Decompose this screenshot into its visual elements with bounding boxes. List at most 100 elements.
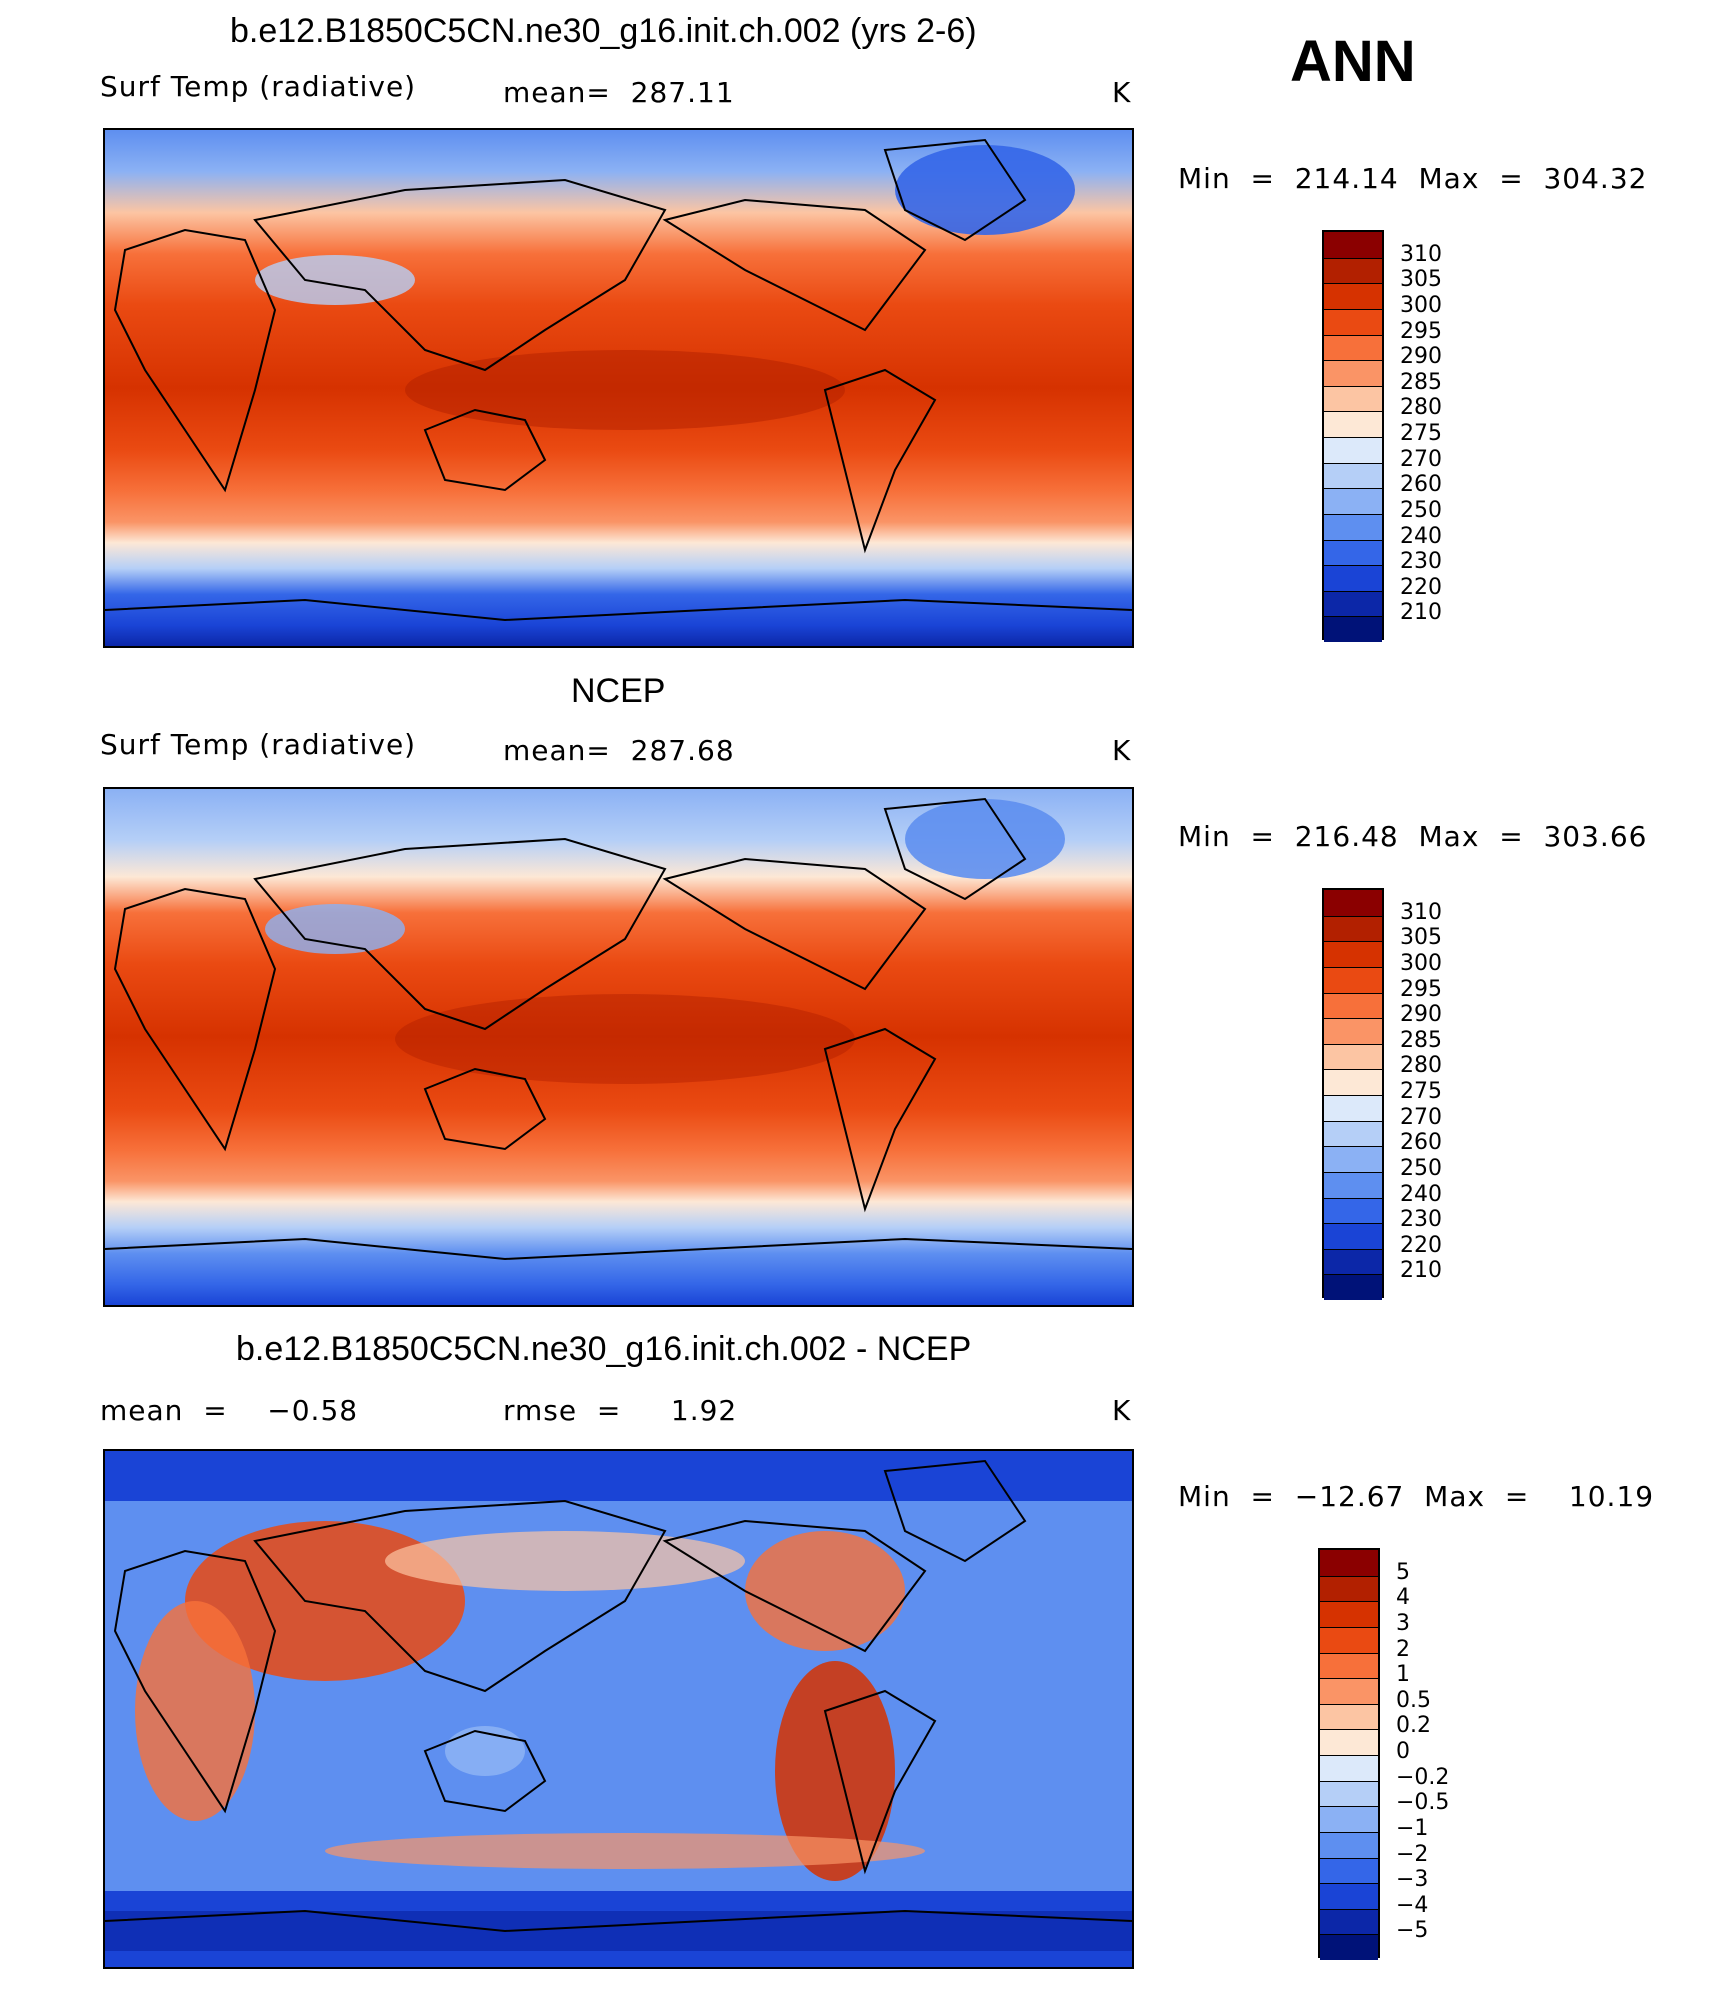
colorbar-tick-label: 250	[1400, 1155, 1442, 1181]
colorbar-cell	[1320, 1678, 1378, 1704]
panel-1-map	[103, 128, 1134, 648]
colorbar-tick-label: −4	[1396, 1892, 1429, 1918]
colorbar-cell	[1324, 283, 1382, 309]
panel-3-field	[105, 1451, 1132, 1967]
colorbar-tick-label: 240	[1400, 1181, 1442, 1207]
colorbar-tick-label: 5	[1396, 1559, 1410, 1585]
colorbar-tick-label: 210	[1400, 600, 1442, 626]
panel-2-mean-label: mean= 287.68	[503, 734, 735, 767]
colorbar-tick-label: 270	[1400, 446, 1442, 472]
season-label: ANN	[1290, 29, 1416, 94]
colorbar-cell	[1320, 1780, 1378, 1807]
colorbar-tick-label: 310	[1400, 899, 1442, 925]
colorbar-tick-label: 230	[1400, 549, 1442, 575]
colorbar-cell	[1324, 1274, 1382, 1300]
colorbar-tick-label: 4	[1396, 1585, 1410, 1611]
colorbar-cell	[1324, 1095, 1382, 1121]
panel-2-title: NCEP	[571, 672, 666, 710]
colorbar-cell	[1324, 1018, 1382, 1044]
colorbar-tick-label: 305	[1400, 925, 1442, 951]
panel-3-mean-label: mean = −0.58	[100, 1394, 359, 1427]
colorbar-cell	[1324, 616, 1382, 642]
colorbar-cell	[1320, 1883, 1378, 1909]
colorbar-tick-label: 240	[1400, 523, 1442, 549]
colorbar-cell	[1320, 1550, 1378, 1576]
colorbar-tick-label: 1	[1396, 1662, 1410, 1688]
panel-3-colorbar-box	[1318, 1548, 1380, 1960]
panel-1-colorbar: 310 305 300 295 290 285 280 275 270 260 250 240 230 2…	[1322, 230, 1522, 642]
panel-3-minmax: Min = −12.67 Max = 10.19	[1178, 1480, 1655, 1513]
colorbar-cell	[1320, 1601, 1378, 1627]
colorbar-cell	[1324, 1043, 1382, 1070]
colorbar-tick-label: 285	[1400, 1027, 1442, 1053]
panel-1-units: K	[1112, 76, 1132, 109]
panel-3-colorbar: 5 4 3 2 1 0.5 0.2 0 −0.2 −0.5 −1 −2 −3 −4 −5	[1318, 1548, 1518, 1960]
panel-2-units: K	[1112, 734, 1132, 767]
panel-3-map	[103, 1449, 1134, 1969]
panel-1-title: b.e12.B1850C5CN.ne30_g16.init.ch.002 (yr…	[230, 12, 977, 50]
colorbar-cell	[1324, 513, 1382, 540]
colorbar-cell	[1324, 565, 1382, 591]
colorbar-tick-label: 220	[1400, 1232, 1442, 1258]
colorbar-cell	[1320, 1831, 1378, 1858]
colorbar-tick-label: 230	[1400, 1207, 1442, 1233]
colorbar-cell	[1324, 1223, 1382, 1249]
panel-2-field	[105, 789, 1132, 1305]
colorbar-cell	[1320, 1857, 1378, 1884]
colorbar-cell	[1320, 1729, 1378, 1755]
colorbar-cell	[1324, 360, 1382, 386]
panel-2-variable-label: Surf Temp (radiative)	[100, 728, 417, 761]
colorbar-tick-label: 0.2	[1396, 1713, 1431, 1739]
colorbar-cell	[1320, 1626, 1378, 1653]
colorbar-cell	[1324, 1248, 1382, 1275]
colorbar-tick-label: 280	[1400, 395, 1442, 421]
colorbar-tick-label: 300	[1400, 950, 1442, 976]
panel-1-field	[105, 130, 1132, 646]
colorbar-tick-label: 290	[1400, 1002, 1442, 1028]
colorbar-tick-label: 260	[1400, 1130, 1442, 1156]
colorbar-cell	[1320, 1652, 1378, 1679]
colorbar-tick-label: 280	[1400, 1053, 1442, 1079]
colorbar-tick-label: 310	[1400, 241, 1442, 267]
colorbar-tick-label: −2	[1396, 1841, 1429, 1867]
colorbar-tick-label: 290	[1400, 344, 1442, 370]
colorbar-tick-label: 210	[1400, 1258, 1442, 1284]
colorbar-cell	[1320, 1908, 1378, 1935]
colorbar-tick-label: 250	[1400, 497, 1442, 523]
colorbar-cell	[1320, 1703, 1378, 1730]
colorbar-tick-label: 295	[1400, 976, 1442, 1002]
colorbar-cell	[1324, 1120, 1382, 1147]
panel-1-variable-label: Surf Temp (radiative)	[100, 70, 417, 103]
panel-1-mean-label: mean= 287.11	[503, 76, 735, 109]
colorbar-tick-label: 0	[1396, 1739, 1410, 1764]
colorbar-tick-label: 0.5	[1396, 1687, 1431, 1713]
colorbar-cell	[1324, 941, 1382, 967]
colorbar-tick-label: −3	[1396, 1867, 1429, 1893]
colorbar-cell	[1324, 308, 1382, 335]
colorbar-tick-label: 275	[1400, 1079, 1442, 1104]
panel-1-colorbar-box	[1322, 230, 1384, 642]
colorbar-cell	[1324, 334, 1382, 361]
colorbar-tick-label: 2	[1396, 1636, 1410, 1662]
colorbar-cell	[1324, 257, 1382, 284]
panel-3-rmse-label: rmse = 1.92	[503, 1394, 738, 1427]
colorbar-cell	[1324, 411, 1382, 437]
colorbar-cell	[1324, 890, 1382, 916]
colorbar-tick-label: −0.5	[1396, 1790, 1450, 1816]
panel-2-colorbar: 310 305 300 295 290 285 280 275 270 260 250 240 230 2…	[1322, 888, 1522, 1300]
colorbar-tick-label: −5	[1396, 1918, 1429, 1944]
colorbar-tick-label: −0.2	[1396, 1764, 1450, 1790]
colorbar-cell	[1324, 1146, 1382, 1172]
colorbar-cell	[1324, 232, 1382, 258]
colorbar-cell	[1324, 437, 1382, 463]
panel-2-map	[103, 787, 1134, 1307]
colorbar-cell	[1320, 1755, 1378, 1781]
panel-3-units: K	[1112, 1394, 1132, 1427]
panel-3-title: b.e12.B1850C5CN.ne30_g16.init.ch.002 - N…	[236, 1330, 972, 1368]
colorbar-tick-label: 275	[1400, 421, 1442, 446]
colorbar-cell	[1320, 1575, 1378, 1602]
colorbar-tick-label: −1	[1396, 1815, 1429, 1841]
colorbar-tick-label: 305	[1400, 267, 1442, 293]
colorbar-tick-label: 295	[1400, 318, 1442, 344]
colorbar-cell	[1324, 1197, 1382, 1224]
